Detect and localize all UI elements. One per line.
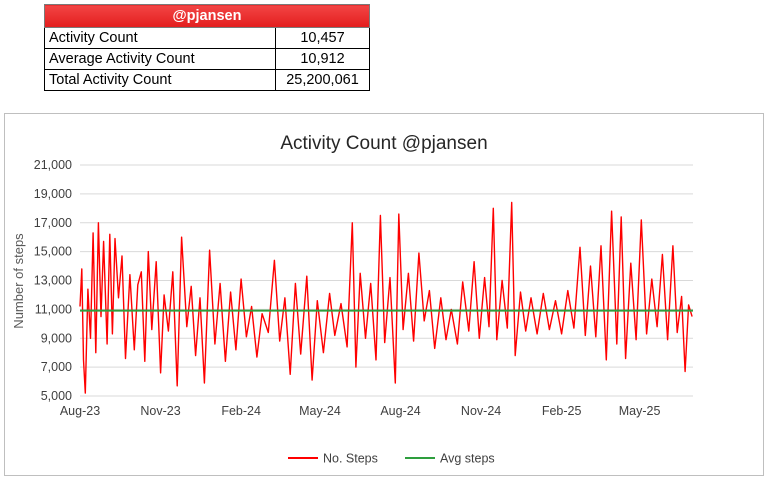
activity-chart: Activity Count @pjansen Number of steps … bbox=[11, 133, 693, 466]
row-label: Activity Count bbox=[44, 27, 276, 49]
x-tick-label: Nov-24 bbox=[461, 404, 501, 418]
steps-series-line bbox=[79, 201, 693, 394]
legend-label: No. Steps bbox=[323, 452, 378, 466]
x-tick-label: Aug-23 bbox=[60, 404, 100, 418]
y-tick-label: 15,000 bbox=[34, 245, 72, 259]
summary-header: @pjansen bbox=[44, 4, 370, 28]
y-tick-label: 21,000 bbox=[34, 158, 72, 172]
summary-header-row: @pjansen bbox=[44, 4, 370, 28]
y-tick-label: 5,000 bbox=[41, 389, 72, 403]
x-tick-label: Feb-24 bbox=[221, 404, 261, 418]
series-lines bbox=[79, 201, 693, 394]
row-value: 10,457 bbox=[275, 27, 370, 49]
chart-container: Activity Count @pjansen Number of steps … bbox=[4, 113, 764, 476]
y-tick-label: 7,000 bbox=[41, 360, 72, 374]
row-label: Total Activity Count bbox=[44, 69, 276, 91]
x-tick-label: Nov-23 bbox=[140, 404, 180, 418]
x-tick-label: May-24 bbox=[299, 404, 341, 418]
summary-table: @pjansen Activity Count 10,457 Average A… bbox=[44, 4, 370, 91]
x-tick-label: Aug-24 bbox=[380, 404, 420, 418]
row-label: Average Activity Count bbox=[44, 48, 276, 70]
table-row: Total Activity Count 25,200,061 bbox=[44, 69, 370, 91]
y-tick-label: 19,000 bbox=[34, 187, 72, 201]
y-axis-ticks: 5,000 7,000 9,000 11,000 13,000 15,000 17,000 1… bbox=[34, 158, 72, 403]
y-tick-label: 9,000 bbox=[41, 331, 72, 345]
y-axis-label: Number of steps bbox=[11, 233, 26, 329]
row-value: 25,200,061 bbox=[275, 69, 370, 91]
y-tick-label: 13,000 bbox=[34, 274, 72, 288]
legend: No. Steps Avg steps bbox=[288, 452, 495, 466]
y-tick-label: 17,000 bbox=[34, 216, 72, 230]
x-axis-ticks: Aug-23 Nov-23 Feb-24 May-24 Aug-24 Nov-24 Feb-… bbox=[60, 404, 661, 418]
table-row: Activity Count 10,457 bbox=[44, 27, 370, 49]
x-tick-label: Feb-25 bbox=[542, 404, 582, 418]
row-value: 10,912 bbox=[275, 48, 370, 70]
chart-title: Activity Count @pjansen bbox=[280, 133, 487, 154]
y-tick-label: 11,000 bbox=[35, 302, 72, 316]
table-row: Average Activity Count 10,912 bbox=[44, 48, 370, 70]
legend-label: Avg steps bbox=[440, 452, 495, 466]
x-tick-label: May-25 bbox=[619, 404, 661, 418]
